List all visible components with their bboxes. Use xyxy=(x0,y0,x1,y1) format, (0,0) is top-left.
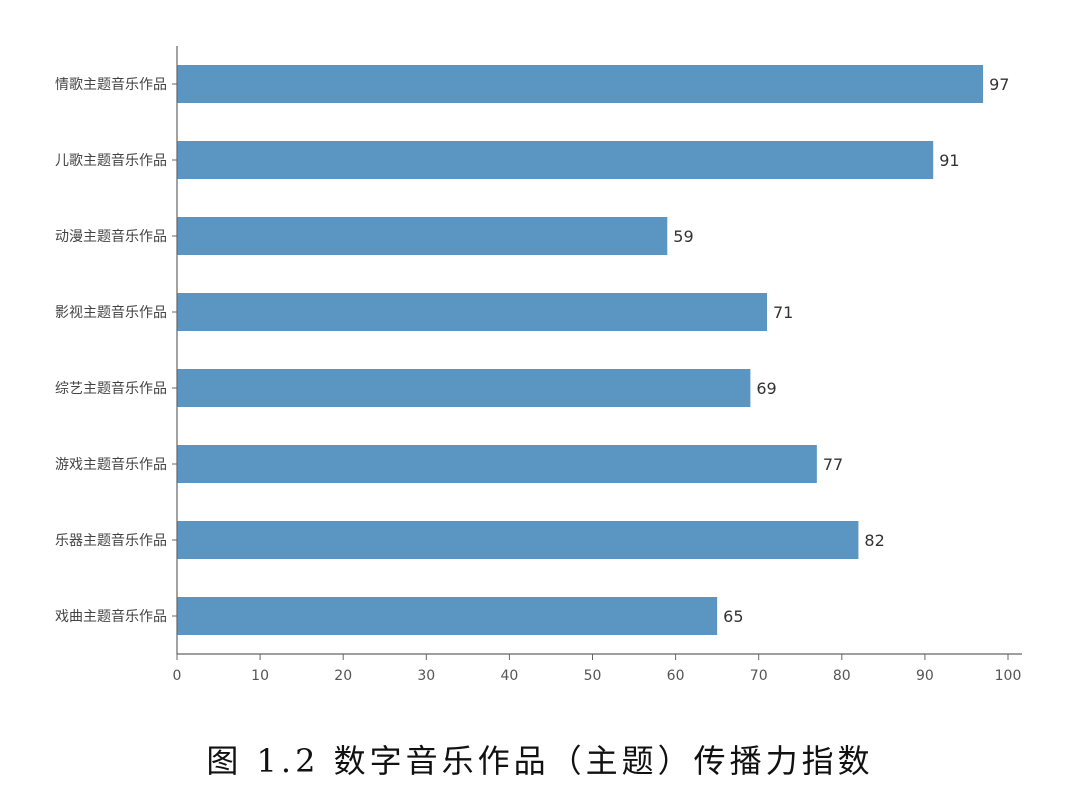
x-tick-label: 50 xyxy=(584,668,602,684)
category-label: 影视主题音乐作品 xyxy=(55,304,167,321)
data-labels: 97 91 59 71 69 77 82 65 xyxy=(673,75,1009,626)
bar xyxy=(177,65,984,103)
data-label: 91 xyxy=(939,151,959,170)
x-tick-label: 90 xyxy=(916,668,934,684)
data-label: 77 xyxy=(823,455,843,474)
bar xyxy=(177,369,751,407)
bar xyxy=(177,521,859,559)
category-label: 乐器主题音乐作品 xyxy=(55,532,167,549)
x-tick-label: 30 xyxy=(417,668,435,684)
figure-caption: 图 1.2 数字音乐作品（主题）传播力指数 xyxy=(206,742,874,780)
data-label: 59 xyxy=(673,227,693,246)
bar xyxy=(177,293,768,331)
data-label: 71 xyxy=(773,303,793,322)
category-label: 儿歌主题音乐作品 xyxy=(55,152,167,169)
bar xyxy=(177,597,718,635)
x-axis-ticks: 0 10 20 30 40 50 60 70 80 90 100 xyxy=(173,654,1022,684)
x-tick-label: 20 xyxy=(334,668,352,684)
category-label: 戏曲主题音乐作品 xyxy=(55,608,167,625)
x-tick-label: 0 xyxy=(173,668,182,684)
data-label: 82 xyxy=(864,531,884,550)
x-tick-label: 80 xyxy=(833,668,851,684)
category-label: 综艺主题音乐作品 xyxy=(55,380,167,397)
data-label: 97 xyxy=(989,75,1009,94)
bar xyxy=(177,445,817,483)
data-label: 65 xyxy=(723,607,743,626)
bars-group xyxy=(177,65,984,635)
bar-chart: 情歌主题音乐作品儿歌主题音乐作品动漫主题音乐作品影视主题音乐作品综艺主题音乐作品… xyxy=(55,46,1022,684)
category-label: 动漫主题音乐作品 xyxy=(55,228,167,245)
category-label: 游戏主题音乐作品 xyxy=(55,456,167,473)
x-tick-label: 40 xyxy=(500,668,518,684)
x-tick-label: 60 xyxy=(667,668,685,684)
bar xyxy=(177,141,934,179)
x-tick-label: 10 xyxy=(251,668,269,684)
x-tick-label: 70 xyxy=(750,668,768,684)
bar xyxy=(177,217,668,255)
x-tick-label: 100 xyxy=(995,668,1022,684)
data-label: 69 xyxy=(756,379,776,398)
category-label: 情歌主题音乐作品 xyxy=(55,76,167,93)
category-labels: 情歌主题音乐作品儿歌主题音乐作品动漫主题音乐作品影视主题音乐作品综艺主题音乐作品… xyxy=(55,76,177,625)
